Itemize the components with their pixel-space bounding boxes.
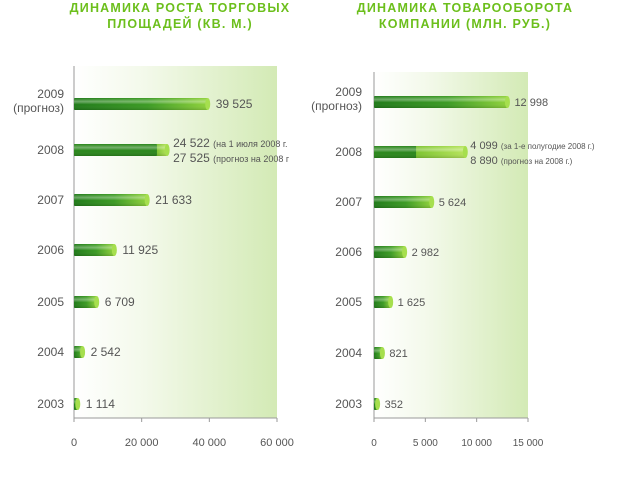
- category-label-line: (прогноз): [13, 101, 64, 115]
- category-label-line: 2009: [335, 85, 362, 99]
- bar-shine: [374, 296, 391, 308]
- bar-shine: [374, 196, 432, 208]
- annotation-value: 8 890: [470, 155, 501, 167]
- value-label: 821: [389, 348, 407, 360]
- bar-end-cap: [164, 144, 170, 156]
- value-label: 2 982: [412, 247, 440, 259]
- category-label: 2004: [335, 346, 362, 360]
- bar-end-cap: [429, 196, 435, 208]
- annotation-note: (за 1-е полугодие 2008 г.): [501, 142, 595, 151]
- bar-shine: [74, 244, 115, 256]
- value-label: 2 542: [91, 345, 121, 359]
- bar-end-cap: [111, 244, 117, 256]
- value-label: 1 625: [398, 297, 426, 309]
- value-label: 352: [385, 399, 403, 411]
- x-tick-label: 40 000: [193, 437, 227, 449]
- category-label: 2006: [335, 245, 362, 259]
- annotation-value: 27 525: [173, 151, 213, 165]
- bar-end-cap: [94, 296, 100, 308]
- category-label-line: (прогноз): [311, 99, 362, 113]
- bar-end-cap: [144, 194, 150, 206]
- category-label: 2003: [335, 397, 362, 411]
- category-label: 2009 (прогноз): [311, 85, 362, 113]
- bar-end-cap: [379, 347, 385, 359]
- category-label: 2006: [37, 243, 64, 257]
- category-label-line: 2009: [37, 87, 64, 101]
- bar-end-cap: [75, 398, 81, 410]
- annotation-note: (прогноз на 2008 г: [213, 154, 290, 164]
- x-tick-label: 0: [71, 437, 77, 449]
- bar-end-cap: [205, 98, 211, 110]
- value-label: 21 633: [155, 193, 192, 207]
- plot-background: [374, 72, 528, 418]
- bar-shine: [74, 194, 148, 206]
- category-label: 2008: [37, 143, 64, 157]
- chart-title-turnover: ДИНАМИКА ТОВАРООБОРОТА КОМПАНИИ (МЛН. РУ…: [356, 1, 574, 31]
- x-tick-label: 15 000: [513, 438, 544, 449]
- chart-title-retail-space: ДИНАМИКА РОСТА ТОРГОВЫХ ПЛОЩАДЕЙ (КВ. М.…: [69, 1, 291, 31]
- annotation-label: 8 890 (прогноз на 2008 г.): [470, 155, 572, 167]
- bar-shine: [74, 98, 208, 110]
- bar-end-cap: [504, 96, 510, 108]
- chart-turnover: 0 5 000 10 000 15 000 2003 352 2004 821 2005 1 62…: [311, 72, 595, 449]
- annotation-label: 27 525 (прогноз на 2008 г: [173, 151, 290, 165]
- bar-end-cap: [402, 246, 408, 258]
- annotation-note: (прогноз на 2008 г.): [501, 157, 573, 166]
- category-label: 2003: [37, 397, 64, 411]
- x-tick-label: 60 000: [260, 437, 294, 449]
- value-label: 1 114: [86, 397, 115, 411]
- category-label: 2005: [335, 295, 362, 309]
- plot-background: [74, 66, 277, 418]
- bar-end-cap: [462, 146, 468, 158]
- x-tick-label: 20 000: [125, 437, 159, 449]
- bar-end-cap: [388, 296, 394, 308]
- value-label: 11 925: [122, 243, 158, 257]
- x-tick-label: 0: [371, 438, 377, 449]
- bar-shine: [74, 296, 97, 308]
- x-tick-label: 5 000: [413, 438, 438, 449]
- annotation-label: 4 099 (за 1-е полугодие 2008 г.): [470, 140, 595, 152]
- category-label: 2008: [335, 145, 362, 159]
- category-label: 2007: [37, 193, 64, 207]
- bar-shine: [74, 144, 168, 156]
- category-label: 2007: [335, 195, 362, 209]
- annotation-label: 24 522 (на 1 июля 2008 г.: [173, 136, 287, 150]
- annotation-value: 4 099: [470, 140, 501, 152]
- bar-shine: [374, 146, 466, 158]
- annotation-note: (на 1 июля 2008 г.: [213, 139, 287, 149]
- chart-retail-space: 0 20 000 40 000 60 000 2003 1 114 2004 2 542 200…: [13, 66, 294, 449]
- value-label: 6 709: [105, 295, 135, 309]
- bar-shine: [374, 246, 405, 258]
- category-label: 2005: [37, 295, 64, 309]
- bar-end-cap: [80, 346, 86, 358]
- bar-shine: [374, 96, 508, 108]
- value-label: 39 525: [216, 97, 253, 111]
- category-label: 2009 (прогноз): [13, 87, 64, 115]
- bar-end-cap: [375, 398, 381, 410]
- value-label: 5 624: [439, 197, 467, 209]
- value-label: 12 998: [514, 97, 548, 109]
- annotation-value: 24 522: [173, 136, 213, 150]
- x-tick-label: 10 000: [461, 438, 492, 449]
- category-label: 2004: [37, 345, 64, 359]
